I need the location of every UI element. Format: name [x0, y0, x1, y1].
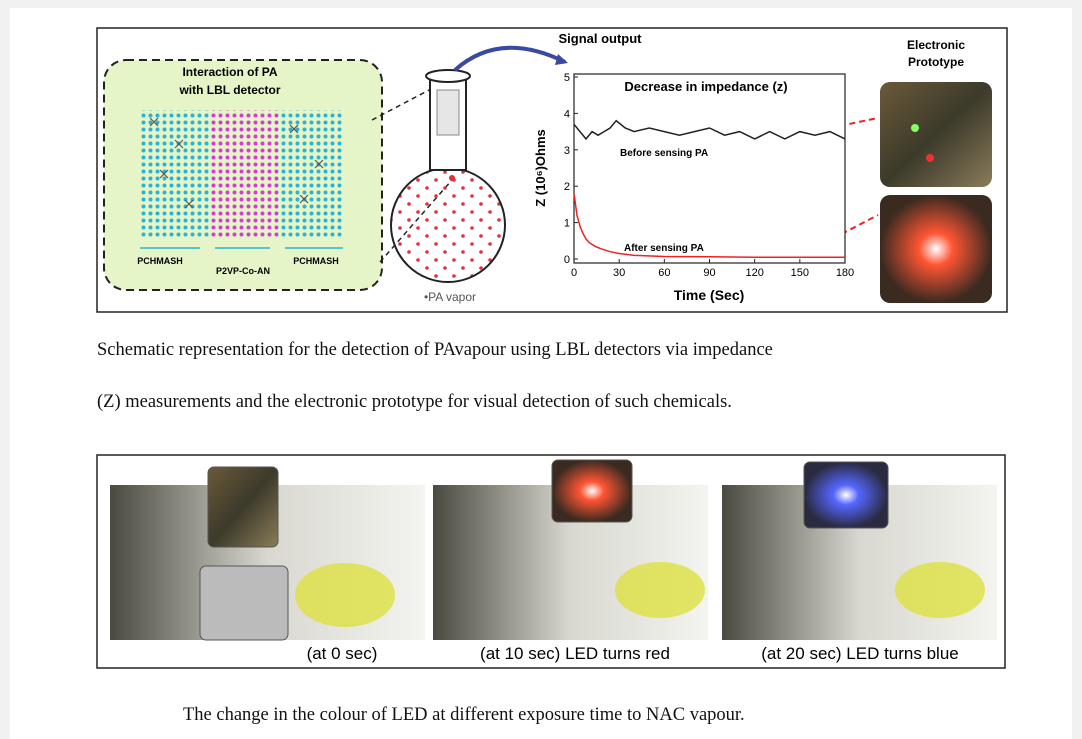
y-axis-label: Z (10⁶)Ohms — [533, 129, 548, 207]
x-axis-label: Time (Sec) — [674, 287, 745, 303]
x-tick-label: 30 — [613, 267, 625, 279]
signal-label: Signal output — [558, 31, 642, 46]
prototype-label: Prototype — [908, 55, 964, 69]
x-tick-label: 120 — [745, 267, 763, 279]
page: Interaction of PA with LBL detector PCHM… — [0, 0, 1082, 739]
prototype-label: Electronic — [907, 38, 965, 52]
figures: Interaction of PA with LBL detector PCHM… — [0, 0, 1082, 739]
plot-area — [574, 74, 845, 263]
x-tick-label: 180 — [836, 267, 854, 279]
photo — [880, 195, 992, 303]
panel-label: (at 10 sec) LED turns red — [480, 644, 670, 663]
x-tick-label: 150 — [791, 267, 809, 279]
y-tick-label: 5 — [564, 72, 570, 84]
inset-title: Interaction of PA — [182, 65, 277, 79]
annotation: After sensing PA — [624, 243, 704, 254]
vapor-label: •PA vapor — [424, 290, 476, 304]
layer-label: P2VP-Co-AN — [216, 266, 270, 276]
y-tick-label: 1 — [564, 218, 570, 230]
layer-label: PCHMASH — [137, 256, 183, 266]
layer-label: PCHMASH — [293, 256, 339, 266]
caption: Schematic representation for the detecti… — [97, 340, 773, 361]
y-tick-label: 2 — [564, 181, 570, 193]
x-tick-label: 90 — [703, 267, 715, 279]
x-tick-label: 0 — [571, 267, 577, 279]
y-tick-label: 3 — [564, 145, 570, 157]
panel-label: (at 20 sec) LED turns blue — [761, 644, 958, 663]
y-tick-label: 0 — [564, 254, 570, 266]
caption: The change in the colour of LED at diffe… — [183, 705, 745, 726]
y-tick-label: 4 — [564, 108, 570, 120]
inset-title: with LBL detector — [178, 83, 280, 97]
panel-label: (at 0 sec) — [307, 644, 378, 663]
caption: (Z) measurements and the electronic prot… — [97, 392, 732, 413]
photo — [880, 82, 992, 187]
x-tick-label: 60 — [658, 267, 670, 279]
annotation: Before sensing PA — [620, 148, 708, 159]
chart-title: Decrease in impedance (z) — [624, 79, 787, 94]
